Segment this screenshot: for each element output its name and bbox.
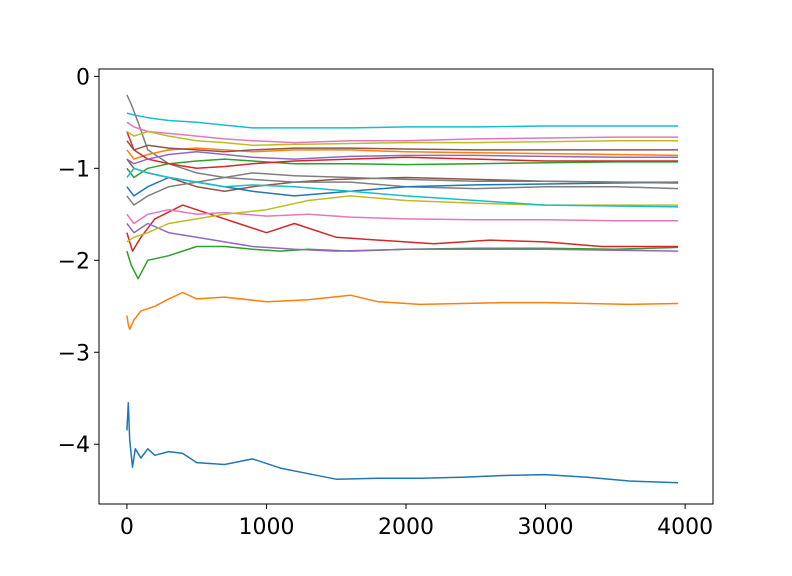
x-tick-label: 1000 — [238, 515, 294, 540]
series-line-11 — [126, 176, 679, 197]
series-layer — [126, 94, 679, 484]
series-line-1 — [126, 402, 679, 484]
y-tick-label: −4 — [58, 433, 90, 458]
series-line-20 — [126, 167, 679, 208]
series-line-8 — [126, 94, 679, 190]
series-line-19 — [126, 130, 679, 147]
series-line-16 — [126, 140, 679, 153]
series-line-12 — [126, 147, 679, 160]
series-line-3 — [126, 245, 679, 280]
plot-frame — [98, 68, 714, 505]
series-line-4 — [126, 204, 679, 252]
x-axis: 0 1000 2000 3000 4000 — [120, 504, 713, 540]
x-tick-label: 4000 — [657, 515, 713, 540]
y-tick-label: −2 — [58, 249, 90, 274]
x-tick-label: 2000 — [378, 515, 434, 540]
y-tick-label: 0 — [76, 65, 90, 90]
series-line-15 — [126, 151, 679, 165]
x-tick-label: 3000 — [518, 515, 574, 540]
y-tick-label: −1 — [58, 157, 90, 182]
series-line-14 — [126, 131, 679, 170]
x-tick-label: 0 — [120, 515, 134, 540]
y-tick-label: −3 — [58, 341, 90, 366]
series-line-2 — [126, 291, 679, 331]
y-axis: 0 −1 −2 −3 −4 — [58, 65, 99, 458]
series-line-5 — [126, 222, 679, 252]
series-line-18 — [126, 172, 679, 206]
series-line-7 — [126, 208, 679, 225]
series-line-10 — [126, 112, 679, 129]
